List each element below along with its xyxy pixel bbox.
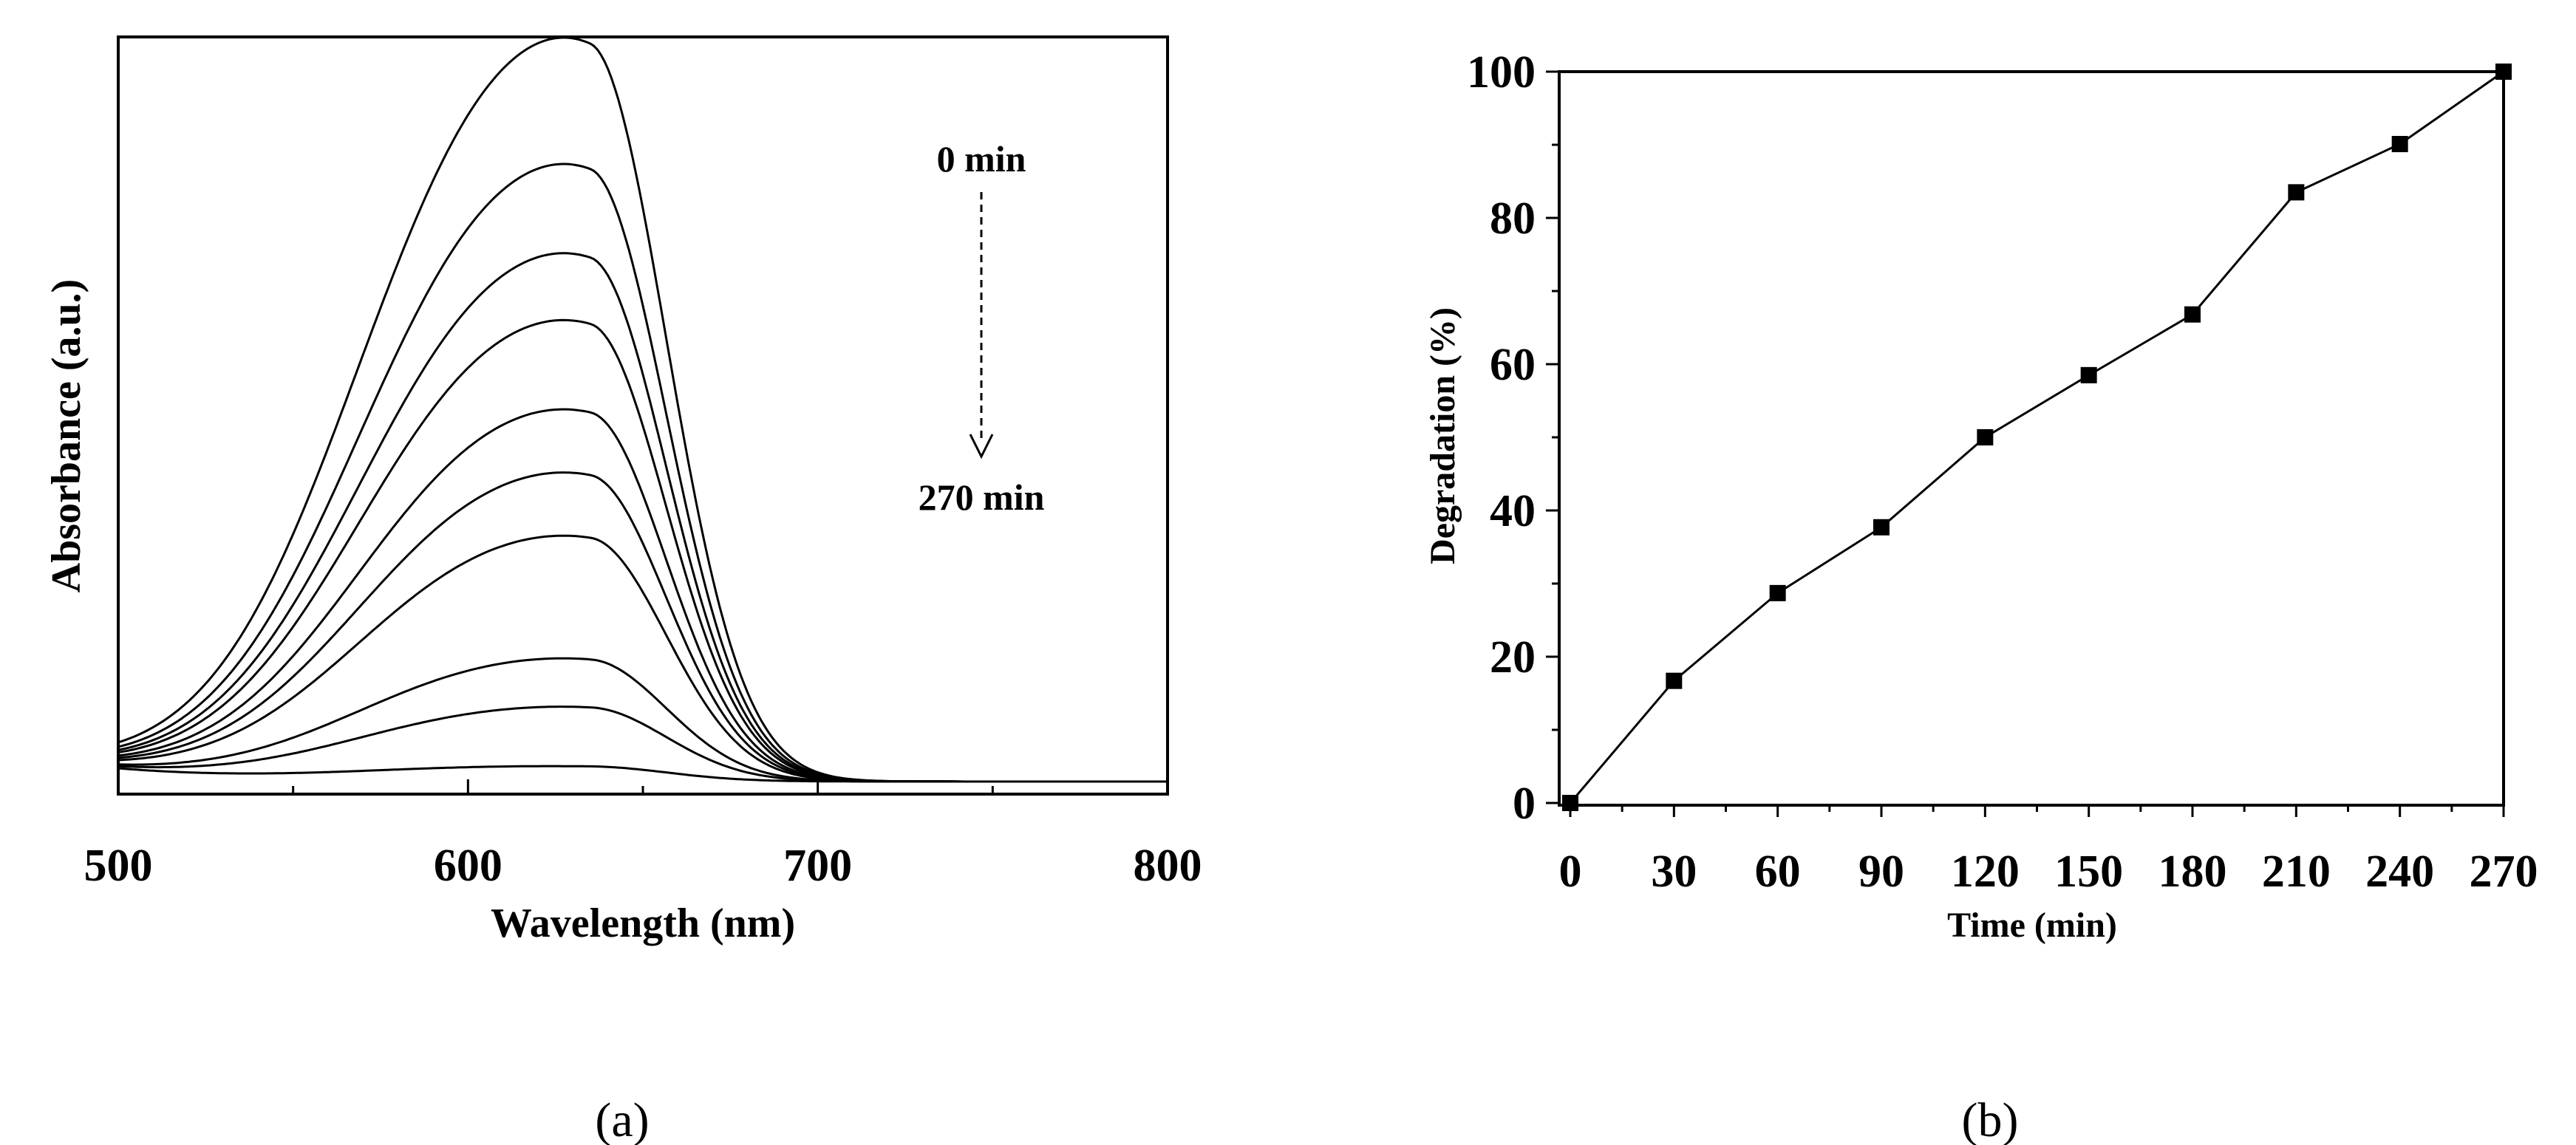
panel-b-marker: [2288, 184, 2305, 201]
panel-b-y-tick-label: 100: [1467, 47, 1536, 98]
panel-b-marker: [1977, 429, 1994, 445]
panel-a-annotation-end: 270 min: [919, 476, 1045, 518]
panel-b-label: (b): [1962, 1093, 2019, 1145]
panel-a-arrowhead: [969, 434, 994, 459]
panel-b-y-tick-label: 80: [1490, 194, 1536, 244]
panel-b-x-tick-label: 210: [2262, 847, 2331, 897]
panel-a-curves: [117, 36, 1168, 783]
panel-b-x-tick-label: 240: [2365, 847, 2434, 897]
panel-b-x-tick-label: 120: [1951, 847, 2020, 897]
panel-a-curve-9: [117, 765, 1168, 783]
panel-a-ticks: 500 600 700 800: [84, 779, 1202, 891]
panel-b-y-axis-title: Degradation (%): [1423, 307, 1462, 564]
panel-a-y-axis-title: Absorbance (a.u.): [44, 279, 89, 593]
panel-a-curve-5: [117, 471, 1168, 783]
panel-b-x-tick-label: 0: [1559, 847, 1582, 897]
panel-b-x-tick-label: 270: [2470, 847, 2538, 897]
panel-a-x-tick-label: 600: [434, 841, 502, 891]
panel-b-x-tick-label: 60: [1755, 847, 1801, 897]
panel-a-absorbance-chart: 500 600 700 800 Wavelength (nm) Absorbance …: [44, 35, 1202, 1145]
panel-b-x-tick-label: 30: [1651, 847, 1697, 897]
panel-b-marker: [1562, 795, 1578, 811]
panel-b-x-tick-label: 180: [2158, 847, 2227, 897]
panel-b-plot-frame: [1558, 70, 2505, 807]
panel-b-degradation-chart: 0 30 60 90 120 150 180 210 240 270 0 20 40 60 80 100 Ti…: [1423, 47, 2538, 1145]
panel-b-y-tick-label: 40: [1490, 486, 1536, 536]
panel-b-y-tick-label: 0: [1513, 779, 1536, 829]
panel-b-x-tick-label: 150: [2054, 847, 2123, 897]
panel-a-x-tick-label: 800: [1134, 841, 1202, 891]
panel-a-annotation-start: 0 min: [937, 138, 1026, 180]
panel-b-y-tick-label: 20: [1490, 632, 1536, 683]
panel-a-x-tick-label: 700: [783, 841, 852, 891]
panel-b-x-axis-title: Time (min): [1947, 906, 2117, 945]
panel-b-marker: [2391, 136, 2408, 153]
panel-a-curve-7: [117, 657, 1168, 783]
panel-a-curve-3: [117, 318, 1168, 783]
panel-b-x-tick-label: 90: [1858, 847, 1904, 897]
panel-b-marker: [2080, 366, 2097, 383]
panel-b-series: [1562, 64, 2512, 811]
panel-b-marker: [2184, 306, 2201, 323]
panel-b-marker: [1769, 584, 1786, 601]
panel-a-curve-4: [117, 408, 1168, 783]
panel-a-x-axis-title: Wavelength (nm): [491, 900, 795, 946]
panel-b-y-tick-label: 60: [1490, 340, 1536, 390]
panel-b-marker: [1873, 519, 1890, 536]
panel-b-degradation-line: [1569, 70, 2504, 804]
panel-b-ticks: 0 30 60 90 120 150 180 210 240 270 0 20 40 60 80 100: [1467, 47, 2538, 897]
panel-a-label: (a): [595, 1093, 649, 1145]
panel-a-curve-1: [117, 163, 1168, 783]
panel-a-x-tick-label: 500: [84, 841, 153, 891]
panel-b-marker: [1666, 672, 1683, 689]
panel-b-marker: [2495, 64, 2512, 80]
